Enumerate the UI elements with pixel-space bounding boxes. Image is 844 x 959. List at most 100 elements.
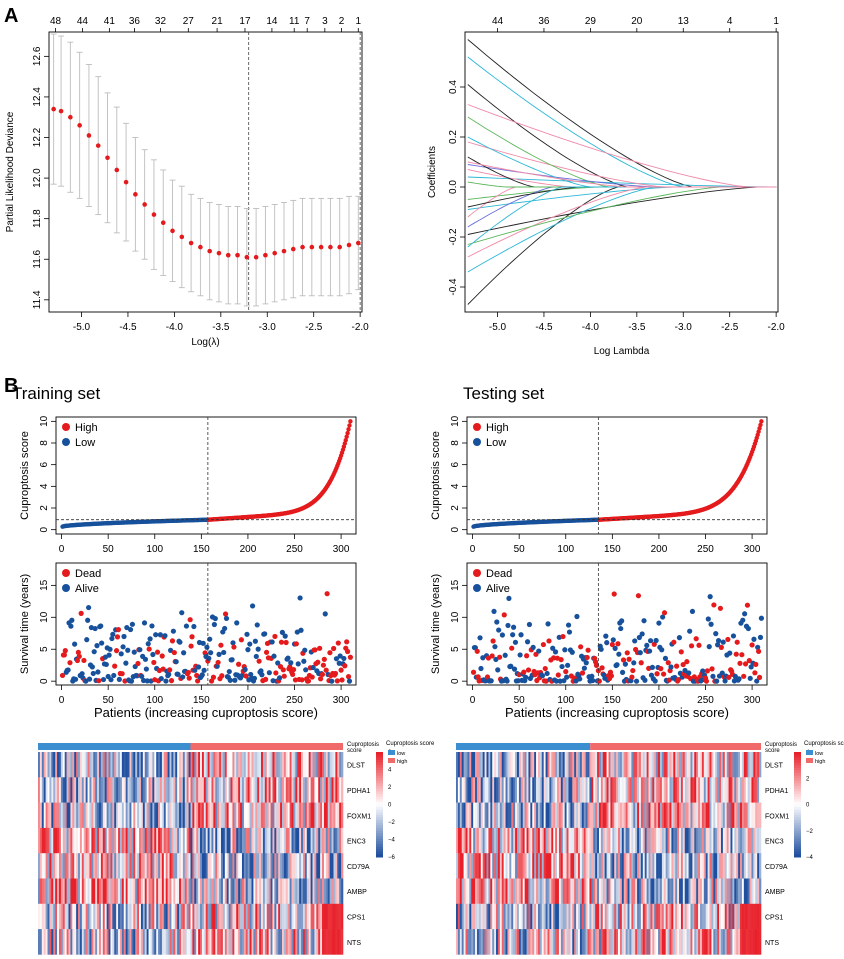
heatmap-cell bbox=[463, 802, 466, 829]
heatmap-cell bbox=[262, 752, 266, 778]
heatmap-cell bbox=[215, 827, 218, 854]
score-legend-high-label: high bbox=[815, 759, 825, 765]
heatmap-cell bbox=[104, 878, 107, 905]
heatmap-cell bbox=[675, 777, 678, 803]
heatmap-cell bbox=[262, 802, 266, 829]
heatmap-cell bbox=[595, 827, 598, 854]
alive-point bbox=[116, 676, 122, 682]
deviance-point bbox=[160, 220, 166, 226]
heatmap-cell bbox=[93, 752, 96, 778]
heatmap-cell bbox=[177, 853, 180, 879]
heatmap-cell bbox=[499, 878, 503, 905]
heatmap-cell bbox=[537, 929, 541, 955]
heatmap-cell bbox=[509, 878, 512, 905]
dead-point bbox=[711, 602, 717, 608]
alive-point bbox=[100, 676, 107, 683]
heatmap-cell bbox=[509, 827, 512, 854]
heatmap-cell bbox=[511, 777, 514, 803]
alive-point bbox=[653, 637, 659, 644]
heatmap-cell bbox=[658, 752, 661, 778]
heatmap-cell bbox=[564, 752, 567, 778]
heatmap-cell bbox=[200, 929, 203, 955]
heatmap-cell bbox=[486, 878, 489, 905]
heatmap-cell bbox=[698, 929, 701, 955]
heatmap-cell bbox=[633, 878, 636, 905]
heatmap-cell bbox=[234, 853, 237, 879]
heatmap-cell bbox=[579, 827, 583, 854]
heatmap-cell bbox=[53, 802, 56, 829]
alive-point bbox=[644, 642, 650, 649]
alive-point bbox=[622, 661, 628, 667]
alive-point bbox=[604, 640, 610, 646]
heatmap-cell bbox=[234, 752, 237, 778]
heatmap-cell bbox=[469, 777, 472, 803]
heatmap-cell bbox=[329, 777, 332, 803]
heatmap-cell bbox=[583, 827, 586, 854]
heatmap-cell bbox=[314, 853, 317, 879]
heatmap-cell bbox=[621, 903, 625, 930]
heatmap-cell bbox=[476, 929, 480, 955]
dead-point bbox=[243, 673, 249, 679]
heatmap-cell bbox=[669, 827, 672, 854]
heatmap-cell bbox=[753, 878, 756, 905]
coefficient-path bbox=[467, 136, 777, 188]
y-tick-label: 10 bbox=[450, 415, 461, 427]
heatmap-cell bbox=[576, 827, 579, 854]
heatmap-cell bbox=[97, 929, 100, 955]
heatmap-cell bbox=[247, 802, 250, 829]
heatmap-cell bbox=[562, 752, 565, 778]
heatmap-cell bbox=[698, 802, 701, 829]
dead-point bbox=[546, 638, 552, 644]
heatmap-cell bbox=[169, 903, 172, 930]
heatmap-cell bbox=[205, 802, 208, 829]
alive-point bbox=[660, 614, 666, 620]
heatmap-cell bbox=[625, 777, 628, 803]
heatmap-cell bbox=[283, 777, 287, 803]
heatmap-cell bbox=[99, 853, 102, 879]
alive-point bbox=[118, 651, 124, 657]
heatmap-cell bbox=[530, 752, 533, 778]
heatmap-cell bbox=[194, 802, 197, 829]
heatmap-cell bbox=[549, 903, 552, 930]
heatmap-cell bbox=[280, 903, 283, 930]
heatmap-cell bbox=[501, 827, 504, 854]
heatmap-cell bbox=[629, 903, 632, 930]
heatmap-cell bbox=[619, 827, 623, 854]
heatmap-cell bbox=[163, 903, 167, 930]
heatmap-cell bbox=[79, 878, 83, 905]
coefficient-path bbox=[467, 84, 777, 188]
heatmap-cell bbox=[511, 929, 514, 955]
dead-point bbox=[317, 645, 323, 651]
color-scale-step bbox=[376, 843, 383, 847]
heatmap-cell bbox=[595, 878, 598, 905]
heatmap-cell bbox=[249, 752, 252, 778]
heatmap-cell bbox=[41, 903, 45, 930]
heatmap-cell bbox=[593, 929, 596, 955]
heatmap-cell bbox=[293, 802, 296, 829]
alive-point bbox=[732, 673, 738, 679]
heatmap-cell bbox=[325, 777, 329, 803]
heatmap-cell bbox=[553, 853, 556, 879]
heatmap-cell bbox=[39, 903, 43, 930]
heatmap-cell bbox=[215, 878, 218, 905]
color-scale-step bbox=[376, 765, 383, 769]
heatmap-cell bbox=[741, 752, 745, 778]
heatmap-cell bbox=[639, 878, 642, 905]
heatmap-cell bbox=[476, 853, 480, 879]
heatmap-cell bbox=[215, 777, 218, 803]
alive-point bbox=[603, 633, 609, 639]
heatmap-cell bbox=[532, 929, 535, 955]
heatmap-cell bbox=[160, 929, 163, 955]
heatmap-cell bbox=[690, 853, 693, 879]
heatmap-cell bbox=[749, 929, 752, 955]
heatmap-cell bbox=[743, 929, 747, 955]
heatmap-cell bbox=[515, 878, 518, 905]
heatmap-cell bbox=[654, 752, 657, 778]
heatmap-cell bbox=[68, 903, 71, 930]
heatmap-cell bbox=[688, 853, 691, 879]
heatmap-cell bbox=[203, 878, 207, 905]
heatmap-cell bbox=[532, 827, 535, 854]
dead-point bbox=[596, 678, 602, 684]
x-tick-label: 200 bbox=[651, 695, 668, 706]
color-scale-step bbox=[794, 752, 801, 756]
